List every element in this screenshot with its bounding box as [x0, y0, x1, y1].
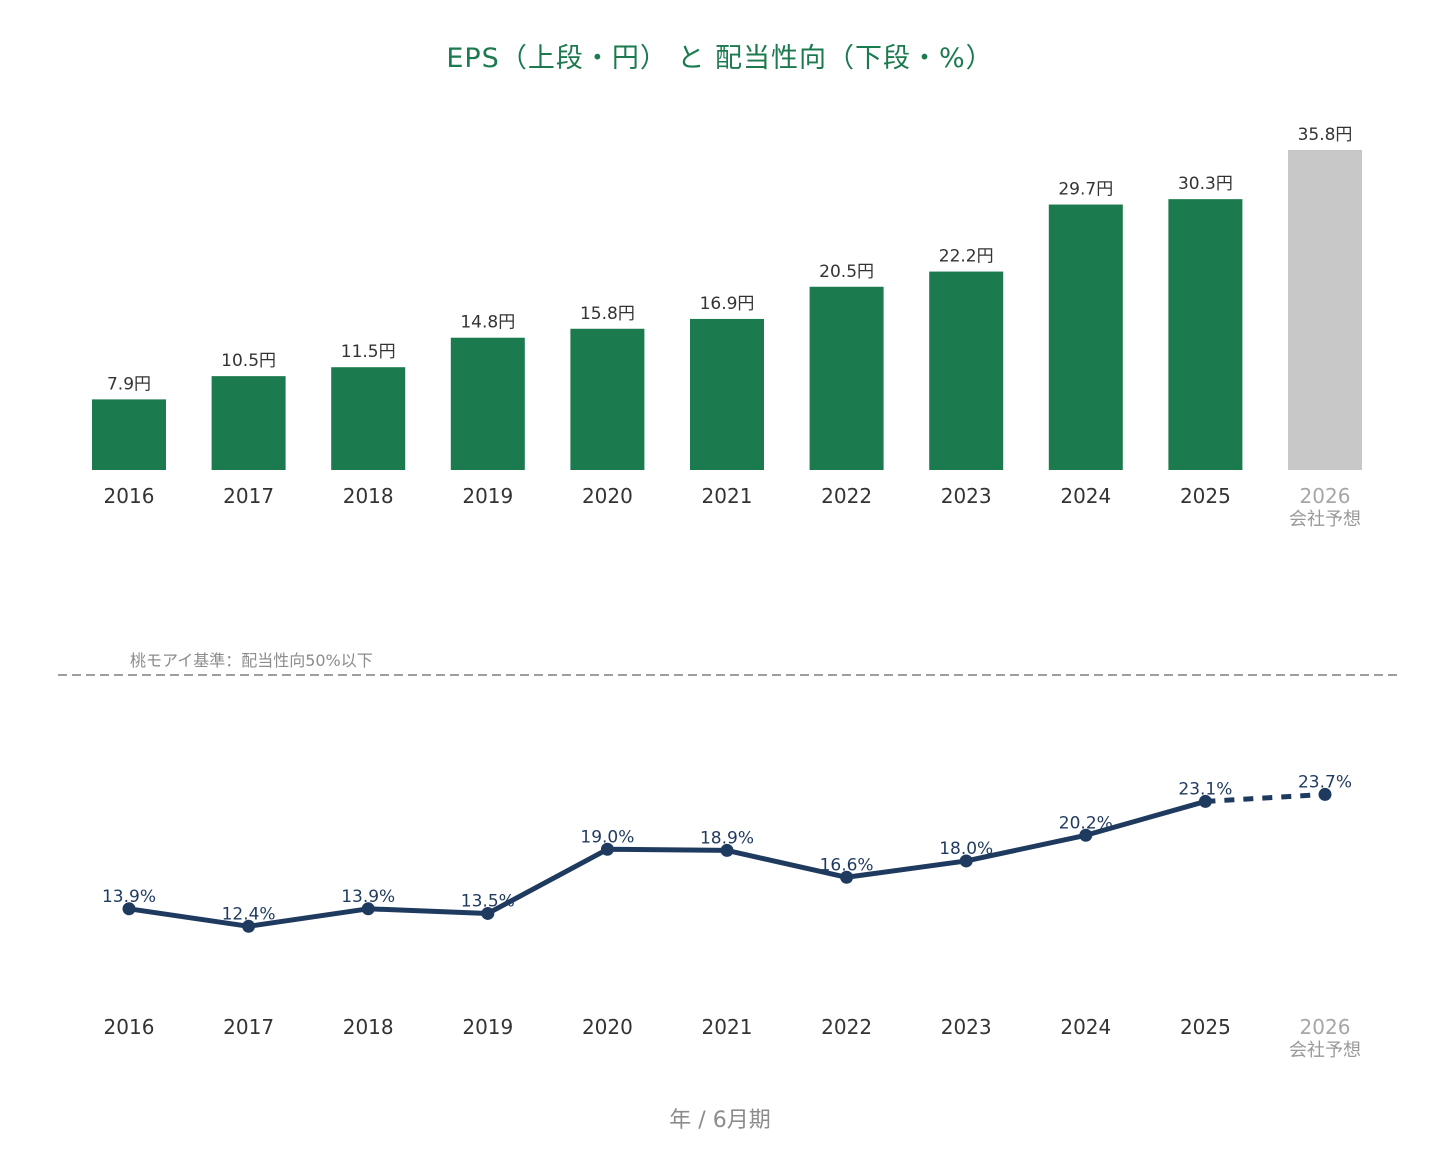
- payout-data-label-2025: 23.1%: [1178, 779, 1232, 799]
- payout-data-label-2022: 16.6%: [820, 855, 874, 875]
- payout-line-chart: 13.9% 12.4% 13.9% 13.5% 19.0% 18.9% 16.6% 18.0%…: [102, 772, 1352, 933]
- eps-data-label-2025: 30.3円: [1178, 174, 1233, 194]
- payout-data-label-2016: 13.9%: [102, 887, 156, 907]
- eps-bar-2019: [450, 337, 525, 470]
- payout-point-2016: [122, 902, 136, 916]
- payout-tick-2024: 2024: [1060, 1015, 1111, 1039]
- payout-x-axis: 2016 2017 2018 2019 2020 2021 2022 2023 2024 2025…: [104, 1015, 1361, 1061]
- payout-point-2020: [600, 842, 614, 856]
- payout-data-label-2024: 20.2%: [1059, 813, 1113, 833]
- payout-point-2021: [720, 843, 734, 857]
- eps-bar-2020: [570, 328, 645, 470]
- payout-data-label-2020: 19.0%: [580, 827, 634, 847]
- eps-data-label-2018: 11.5円: [341, 342, 396, 362]
- payout-point-2017: [242, 919, 256, 933]
- eps-tick-2025: 2025: [1180, 484, 1231, 508]
- eps-tick-2024: 2024: [1060, 484, 1111, 508]
- eps-tick-2019: 2019: [462, 484, 513, 508]
- payout-tick-2026: 2026: [1300, 1015, 1351, 1039]
- payout-tick-2018: 2018: [343, 1015, 394, 1039]
- eps-bar-2022: [809, 286, 884, 470]
- eps-tick-2016: 2016: [104, 484, 155, 508]
- payout-tick-sublabel: 会社予想: [1289, 1040, 1361, 1061]
- payout-point-2024: [1079, 828, 1093, 842]
- x-axis-title: 年 / 6月期: [669, 1108, 771, 1133]
- eps-tick-2017: 2017: [223, 484, 274, 508]
- eps-bar-chart: 7.9円 10.5円 11.5円 14.8円 15.8円 16.9円 20.5円 22.2円 2…: [92, 125, 1362, 470]
- payout-tick-2017: 2017: [223, 1015, 274, 1039]
- eps-data-label-2021: 16.9円: [700, 294, 755, 314]
- eps-bar-2026: [1288, 150, 1362, 470]
- payout-tick-2021: 2021: [702, 1015, 753, 1039]
- payout-tick-2025: 2025: [1180, 1015, 1231, 1039]
- eps-tick-2020: 2020: [582, 484, 633, 508]
- eps-tick-2021: 2021: [702, 484, 753, 508]
- eps-bar-2025: [1168, 199, 1243, 470]
- eps-x-axis: 2016 2017 2018 2019 2020 2021 2022 2023 2024 2025…: [104, 484, 1361, 530]
- payout-tick-2019: 2019: [462, 1015, 513, 1039]
- reference-line-label: 桃モアイ基準：配当性向50%以下: [130, 651, 373, 670]
- eps-data-label-2023: 22.2円: [939, 247, 994, 267]
- payout-data-label-2026: 23.7%: [1298, 772, 1352, 792]
- eps-tick-2026: 2026: [1300, 484, 1351, 508]
- reference-line-group: 桃モアイ基準：配当性向50%以下: [58, 651, 1398, 676]
- payout-data-label-2021: 18.9%: [700, 828, 754, 848]
- payout-point-2025: [1198, 794, 1212, 808]
- eps-bar-2018: [331, 367, 406, 470]
- payout-data-label-2023: 18.0%: [939, 839, 993, 859]
- payout-forecast-line: [1205, 791, 1326, 804]
- payout-data-label-2018: 13.9%: [341, 887, 395, 907]
- eps-bar-2023: [929, 271, 1004, 470]
- eps-data-label-2022: 20.5円: [819, 262, 874, 282]
- eps-bar-2016: [92, 399, 166, 470]
- chart-title: EPS（上段・円） と 配当性向（下段・%）: [446, 43, 994, 74]
- eps-data-label-2024: 29.7円: [1058, 180, 1113, 200]
- payout-tick-2023: 2023: [941, 1015, 992, 1039]
- eps-tick-2023: 2023: [941, 484, 992, 508]
- payout-data-label-2017: 12.4%: [222, 904, 276, 924]
- eps-data-label-2026: 35.8円: [1298, 125, 1353, 145]
- payout-tick-2020: 2020: [582, 1015, 633, 1039]
- payout-tick-2022: 2022: [821, 1015, 872, 1039]
- eps-tick-2022: 2022: [821, 484, 872, 508]
- payout-series-line: [126, 798, 1208, 929]
- payout-point-2023: [959, 854, 973, 868]
- payout-point-2026: [1318, 787, 1332, 801]
- payout-data-label-2019: 13.5%: [461, 891, 515, 911]
- eps-data-label-2019: 14.8円: [460, 313, 515, 333]
- eps-tick-2018: 2018: [343, 484, 394, 508]
- eps-bar-2021: [690, 318, 764, 470]
- eps-bar-2024: [1048, 204, 1123, 470]
- eps-bar-2017: [211, 376, 286, 470]
- payout-tick-2016: 2016: [104, 1015, 155, 1039]
- eps-data-label-2016: 7.9円: [107, 374, 151, 394]
- eps-tick-sublabel: 会社予想: [1289, 509, 1361, 530]
- payout-point-2018: [361, 902, 375, 916]
- eps-data-label-2017: 10.5円: [221, 351, 276, 371]
- payout-point-2022: [840, 870, 854, 884]
- eps-data-label-2020: 15.8円: [580, 304, 635, 324]
- payout-point-2019: [481, 906, 495, 920]
